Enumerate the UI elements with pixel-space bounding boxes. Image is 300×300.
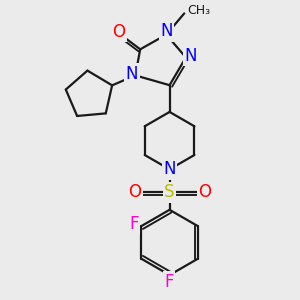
- Text: N: N: [184, 47, 197, 65]
- Text: O: O: [198, 183, 211, 201]
- Text: S: S: [164, 183, 175, 201]
- Text: N: N: [160, 22, 172, 40]
- Text: N: N: [126, 65, 138, 83]
- Text: F: F: [164, 273, 174, 291]
- Text: N: N: [163, 160, 176, 178]
- Text: CH₃: CH₃: [187, 4, 210, 17]
- Text: F: F: [129, 215, 139, 233]
- Text: O: O: [112, 23, 125, 41]
- Text: O: O: [128, 183, 141, 201]
